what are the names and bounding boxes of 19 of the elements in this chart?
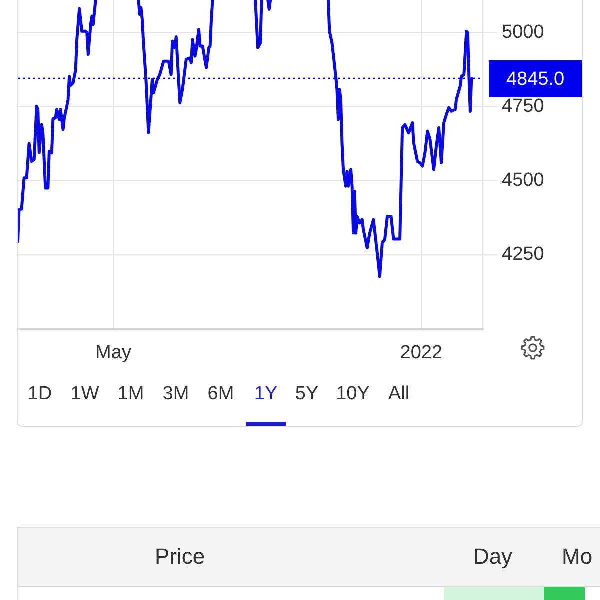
text: 5Y bbox=[295, 384, 319, 404]
y-tick-label: 4250 bbox=[502, 244, 544, 266]
x-tick-label: 2022 bbox=[400, 342, 443, 364]
y-tick-label: 4500 bbox=[502, 170, 544, 192]
text: Price bbox=[154, 544, 206, 569]
text: 1Y bbox=[254, 384, 278, 404]
y-tick-label: 4750 bbox=[502, 96, 544, 117]
text: 6M bbox=[208, 384, 234, 404]
x-tick-label: May bbox=[96, 342, 132, 364]
text: Mo bbox=[562, 544, 593, 569]
text: All bbox=[388, 384, 410, 404]
text: 10Y bbox=[336, 384, 370, 404]
text: Day bbox=[473, 544, 513, 569]
y-tick-label: 5000 bbox=[502, 22, 544, 43]
text: 1D bbox=[28, 384, 52, 404]
text: 3M bbox=[162, 384, 190, 404]
text: 1M bbox=[118, 384, 144, 404]
text: 1W bbox=[70, 384, 100, 404]
ref-line-label: 4845.0 bbox=[506, 68, 565, 90]
